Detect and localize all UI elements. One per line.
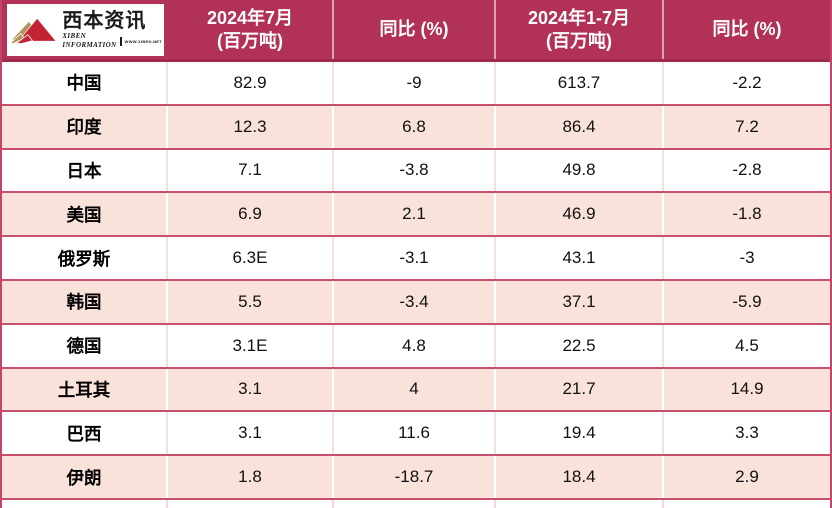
country-cell: 日本 bbox=[2, 149, 168, 192]
table-row-india: 印度 12.3 6.8 86.4 7.2 bbox=[2, 105, 830, 150]
cutoff-cell bbox=[168, 499, 334, 508]
table-row-brazil: 巴西 3.1 11.6 19.4 3.3 bbox=[2, 412, 830, 457]
value-cell: 49.8 bbox=[496, 149, 664, 192]
value-cell: 22.5 bbox=[496, 324, 664, 367]
value-cell: -3.4 bbox=[334, 280, 496, 323]
header-col-cumulative-yoy-label: 同比 (%) bbox=[712, 19, 782, 40]
value-cell: 6.8 bbox=[334, 105, 496, 148]
value-cell: 7.2 bbox=[735, 116, 759, 136]
header-col-cumulative-yoy: 同比 (%) bbox=[664, 0, 830, 59]
table-row-turkey: 土耳其 3.1 4 21.7 14.9 bbox=[2, 368, 830, 413]
value-cell: 613.7 bbox=[496, 62, 664, 104]
table-row-japan: 日本 7.1 -3.8 49.8 -2.8 bbox=[2, 149, 830, 194]
logo-text-block: 西本资讯 XIBEN INFORMATION WWW.XIBEN.NET bbox=[62, 10, 162, 50]
value-cell: 12.3 bbox=[168, 105, 334, 148]
country-cell: 伊朗 bbox=[2, 456, 168, 498]
value-cell: 21.7 bbox=[496, 368, 664, 411]
value-cell: 5.5 bbox=[168, 280, 334, 323]
value-cell: -3.8 bbox=[334, 149, 496, 192]
value-cell: -1.8 bbox=[732, 204, 762, 224]
table-header-row: 西本资讯 XIBEN INFORMATION WWW.XIBEN.NET 202… bbox=[2, 0, 830, 62]
value-cell: 18.4 bbox=[496, 456, 664, 498]
value-cell: 4.5 bbox=[735, 335, 759, 355]
value-cell: -9 bbox=[334, 62, 496, 104]
country-cell: 俄罗斯 bbox=[2, 237, 168, 279]
value-cell: 6.3E bbox=[168, 237, 334, 279]
cutoff-cell bbox=[664, 500, 830, 508]
logo-cell: 西本资讯 XIBEN INFORMATION WWW.XIBEN.NET bbox=[2, 0, 168, 59]
country-cell: 德国 bbox=[2, 324, 168, 367]
value-cell: -18.7 bbox=[334, 456, 496, 498]
value-cell: 43.1 bbox=[496, 237, 664, 279]
header-col-july-line2: (百万吨) bbox=[217, 30, 283, 51]
value-cell: 3.1E bbox=[168, 324, 334, 367]
value-cell: 3.1 bbox=[168, 368, 334, 411]
country-cell: 土耳其 bbox=[2, 368, 168, 411]
cutoff-cell bbox=[2, 499, 168, 508]
logo-divider-bar bbox=[120, 36, 122, 46]
cutoff-row bbox=[2, 499, 830, 508]
logo-chinese-name: 西本资讯 bbox=[62, 8, 147, 33]
header-col-july-yoy-label: 同比 (%) bbox=[379, 19, 449, 40]
header-col-july-line1: 2024年7月 bbox=[206, 8, 294, 28]
value-cell: 46.9 bbox=[496, 193, 664, 236]
header-col-july: 2024年7月 (百万吨) bbox=[168, 0, 334, 59]
value-cell: -5.9 bbox=[732, 291, 762, 311]
value-cell: 86.4 bbox=[496, 105, 664, 148]
header-col-cumulative: 2024年1-7月 (百万吨) bbox=[496, 0, 664, 59]
value-cell: 14.9 bbox=[730, 379, 764, 399]
xiben-logo: 西本资讯 XIBEN INFORMATION WWW.XIBEN.NET bbox=[7, 4, 164, 56]
value-cell: 11.6 bbox=[334, 412, 496, 455]
value-cell: 37.1 bbox=[496, 280, 664, 323]
value-cell: 82.9 bbox=[168, 62, 334, 104]
table-row-usa: 美国 6.9 2.1 46.9 -1.8 bbox=[2, 193, 830, 238]
table-row-south-korea: 韩国 5.5 -3.4 37.1 -5.9 bbox=[2, 280, 830, 325]
header-col-cumulative-line2: (百万吨) bbox=[546, 30, 612, 51]
country-cell: 印度 bbox=[2, 105, 168, 148]
table-row-russia: 俄罗斯 6.3E -3.1 43.1 -3 bbox=[2, 237, 830, 281]
value-cell: -3.1 bbox=[334, 237, 496, 279]
country-cell: 巴西 bbox=[2, 412, 168, 455]
country-cell: 美国 bbox=[2, 193, 168, 236]
table-row-germany: 德国 3.1E 4.8 22.5 4.5 bbox=[2, 324, 830, 369]
xiben-mountains-icon bbox=[9, 17, 57, 44]
value-cell: 2.9 bbox=[735, 467, 759, 487]
value-cell: -2.8 bbox=[732, 160, 762, 180]
header-col-july-yoy: 同比 (%) bbox=[334, 0, 496, 59]
value-cell: 3.1 bbox=[168, 412, 334, 455]
header-col-cumulative-line1: 2024年1-7月 bbox=[527, 8, 631, 28]
country-cell: 中国 bbox=[2, 62, 168, 104]
table-row-iran: 伊朗 1.8 -18.7 18.4 2.9 bbox=[2, 456, 830, 500]
logo-subtitle: XIBEN INFORMATION WWW.XIBEN.NET bbox=[62, 32, 162, 50]
value-cell: 7.1 bbox=[168, 149, 334, 192]
table-row-china: 中国 82.9 -9 613.7 -2.2 bbox=[2, 62, 830, 106]
logo-url-text: WWW.XIBEN.NET bbox=[124, 38, 162, 44]
logo-english-name: XIBEN INFORMATION bbox=[62, 32, 117, 49]
value-cell: 4.8 bbox=[334, 324, 496, 367]
value-cell: -3 bbox=[739, 248, 755, 268]
cutoff-cell bbox=[334, 499, 496, 508]
value-cell: 1.8 bbox=[168, 456, 334, 498]
value-cell: 3.3 bbox=[735, 423, 759, 443]
value-cell: -2.2 bbox=[732, 72, 762, 92]
value-cell: 4 bbox=[334, 368, 496, 411]
country-cell: 韩国 bbox=[2, 280, 168, 323]
value-cell: 19.4 bbox=[496, 412, 664, 455]
value-cell: 2.1 bbox=[334, 193, 496, 236]
cutoff-cell bbox=[496, 499, 664, 508]
value-cell: 6.9 bbox=[168, 193, 334, 236]
